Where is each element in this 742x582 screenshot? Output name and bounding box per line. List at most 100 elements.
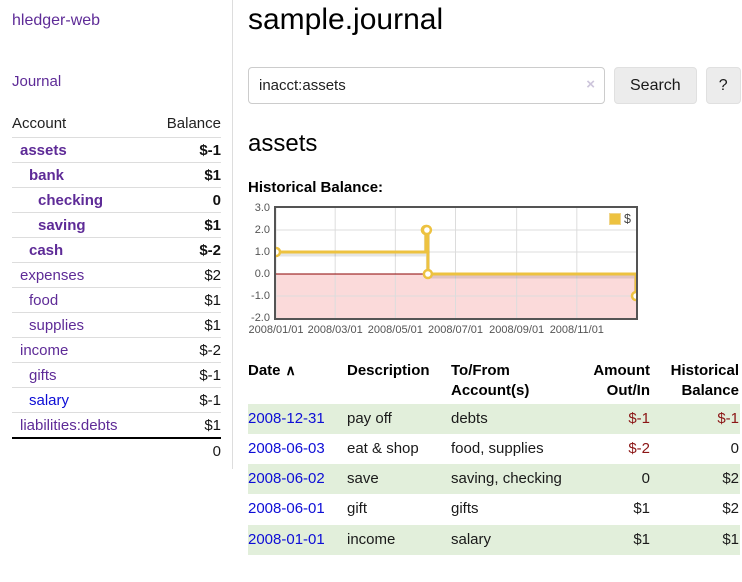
account-balance: $1 — [150, 312, 221, 338]
transaction-balance: 0 — [730, 439, 739, 457]
transaction-description: gift — [347, 500, 368, 518]
legend-label: $ — [624, 212, 631, 226]
transaction-row: 2008-06-03 eat & shop food, supplies $-2 0 — [248, 434, 740, 464]
search-box: × — [248, 67, 605, 104]
account-balance: 0 — [150, 187, 221, 213]
account-name-cell: cash — [12, 237, 151, 263]
search-bar: × Search ? — [248, 67, 742, 104]
transaction-description: eat & shop — [347, 439, 419, 457]
transaction-date-link[interactable]: 2008-06-02 — [248, 470, 325, 488]
account-name-cell: liabilities:debts — [12, 412, 151, 438]
account-name-cell: bank — [12, 162, 151, 188]
sidebar-item-journal[interactable]: Journal — [12, 73, 62, 90]
transaction-date-link[interactable]: 2008-06-03 — [248, 439, 325, 457]
transaction-description: pay off — [347, 409, 392, 427]
account-row: checking 0 — [12, 187, 221, 213]
transaction-accounts: food, supplies — [451, 439, 544, 457]
y-axis-tick-label: -1.0 — [251, 290, 270, 302]
account-row: saving $1 — [12, 212, 221, 238]
accounts-total-value: 0 — [150, 437, 221, 464]
account-name-cell: salary — [12, 387, 151, 413]
transaction-description: save — [347, 470, 379, 488]
transaction-row: 2008-01-01 income salary $1 $1 — [248, 524, 740, 555]
register-header-date[interactable]: Date ∧ — [248, 362, 296, 379]
account-row: expenses $2 — [12, 262, 221, 288]
account-link-salary[interactable]: salary — [29, 391, 70, 409]
transaction-row: 2008-06-01 gift gifts $1 $2 — [248, 494, 740, 524]
register-header-balance: Historical Balance — [670, 362, 739, 399]
account-balance: $-1 — [150, 137, 221, 163]
account-link-expenses[interactable]: expenses — [20, 266, 85, 284]
account-name-cell: assets — [12, 137, 151, 163]
account-row: income $-2 — [12, 337, 221, 363]
account-row: bank $1 — [12, 162, 221, 188]
register-table: Date ∧ Description To/From Account(s) Amou… — [248, 359, 740, 555]
account-balance: $-1 — [150, 362, 221, 388]
register-table-body: 2008-12-31 pay off debts $-1 $-1 2008-06-03 ea… — [248, 403, 740, 555]
account-row: cash $-2 — [12, 237, 221, 263]
register-header-accounts: To/From Account(s) — [451, 362, 530, 399]
transaction-date-link[interactable]: 2008-06-01 — [248, 500, 325, 518]
app-brand-link[interactable]: hledger-web — [12, 12, 101, 29]
account-link-bank[interactable]: bank — [29, 166, 65, 184]
account-balance: $1 — [150, 162, 221, 188]
transaction-date-cell: 2008-06-03 — [248, 434, 347, 464]
account-link-saving[interactable]: saving — [38, 216, 86, 234]
account-link-income[interactable]: income — [20, 341, 69, 359]
x-axis-tick-label: 2008/11/01 — [549, 324, 604, 336]
transaction-date-cell: 2008-01-01 — [248, 525, 347, 555]
transaction-amount: $-1 — [628, 409, 650, 427]
account-link-food[interactable]: food — [29, 291, 59, 309]
x-axis-tick-label: 2008/05/01 — [367, 324, 423, 336]
transaction-date-link[interactable]: 2008-12-31 — [248, 409, 325, 427]
accounts-header-row: Account Balance — [12, 111, 221, 138]
account-link-gifts[interactable]: gifts — [29, 366, 57, 384]
account-balance: $-2 — [150, 337, 221, 363]
account-row: gifts $-1 — [12, 362, 221, 388]
accounts-total-row: 0 — [12, 437, 221, 464]
account-name-cell: gifts — [12, 362, 151, 388]
account-balance: $-2 — [150, 237, 221, 263]
account-row: liabilities:debts $1 — [12, 412, 221, 438]
transaction-balance: $-1 — [717, 409, 739, 427]
account-heading: assets — [248, 130, 318, 157]
accounts-table: Account Balance assets $-1 bank $1 checking 0… — [12, 111, 221, 464]
y-axis-tick-label: 1.0 — [254, 246, 270, 258]
help-button[interactable]: ? — [705, 67, 741, 104]
sidebar: hledger-web Journal Account Balance asse… — [0, 0, 233, 469]
account-balance: $1 — [150, 412, 221, 438]
account-name-cell: supplies — [12, 312, 151, 338]
account-link-liabilities-debts[interactable]: liabilities:debts — [20, 416, 118, 434]
transaction-date-link[interactable]: 2008-01-01 — [248, 530, 325, 548]
transaction-date-cell: 2008-06-01 — [248, 494, 347, 524]
transaction-accounts: salary — [451, 530, 492, 548]
register-header-description: Description — [347, 362, 430, 379]
accounts-total-spacer — [12, 437, 151, 464]
account-name-cell: income — [12, 337, 151, 363]
y-axis-tick-label: 2.0 — [254, 224, 270, 236]
transaction-date-cell: 2008-12-31 — [248, 404, 347, 434]
transaction-amount: $1 — [633, 530, 650, 548]
page-title: sample.journal — [248, 3, 444, 36]
legend-swatch-icon — [609, 213, 622, 225]
transaction-accounts: debts — [451, 409, 488, 427]
chart-legend: $ — [607, 211, 633, 227]
account-link-cash[interactable]: cash — [29, 241, 64, 259]
account-name-cell: expenses — [12, 262, 151, 288]
clear-search-icon[interactable]: × — [586, 76, 595, 93]
account-name-cell: checking — [12, 187, 151, 213]
y-axis-tick-label: -2.0 — [251, 312, 270, 324]
search-input[interactable] — [248, 67, 605, 104]
chart-plot: $ — [274, 206, 638, 320]
y-axis-tick-label: 0.0 — [254, 268, 270, 280]
account-row: supplies $1 — [12, 312, 221, 338]
accounts-header-account: Account — [12, 115, 67, 132]
account-link-supplies[interactable]: supplies — [29, 316, 85, 334]
search-button[interactable]: Search — [614, 67, 697, 104]
account-row: assets $-1 — [12, 137, 221, 163]
account-link-checking[interactable]: checking — [38, 191, 104, 209]
accounts-table-body: assets $-1 bank $1 checking 0 saving $1 cash $-2 e… — [12, 137, 221, 438]
account-link-assets[interactable]: assets — [20, 141, 67, 159]
x-axis-tick-label: 2008/07/01 — [427, 324, 484, 336]
account-balance: $1 — [150, 212, 221, 238]
